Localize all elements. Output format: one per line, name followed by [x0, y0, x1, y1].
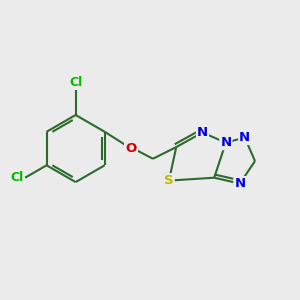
Text: Cl: Cl	[69, 76, 82, 89]
Text: O: O	[125, 142, 137, 155]
Text: Cl: Cl	[11, 171, 24, 184]
Text: N: N	[197, 126, 208, 139]
Text: N: N	[239, 131, 250, 144]
Text: S: S	[164, 174, 174, 187]
Text: N: N	[220, 136, 231, 149]
Text: N: N	[234, 177, 245, 190]
